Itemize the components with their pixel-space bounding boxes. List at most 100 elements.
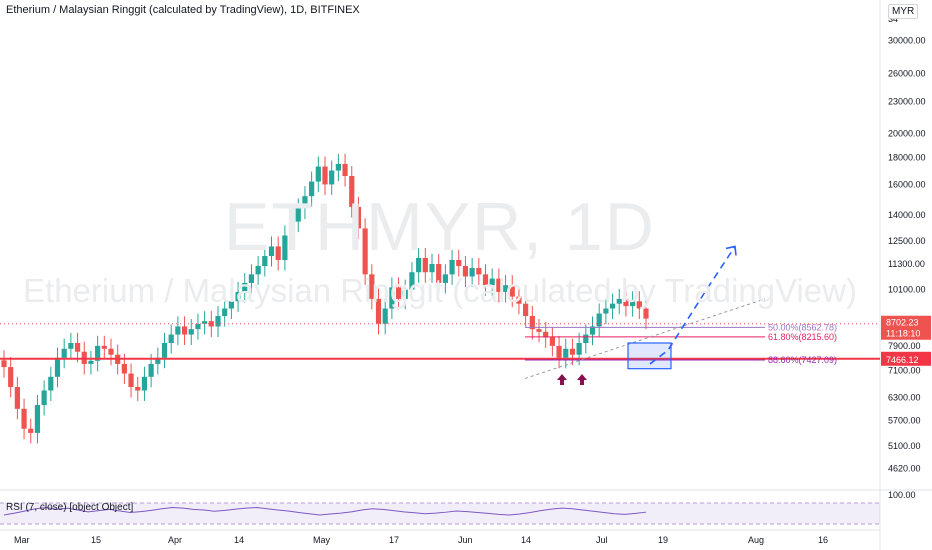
candle-body [215,316,221,327]
y-tick-label: 16000.00 [888,179,926,189]
candle-body [34,405,41,433]
candle-body [14,386,20,409]
y-tick-label: 4620.00 [888,464,921,474]
candle-body [442,274,448,283]
candle-body [462,266,469,277]
x-tick-label: Aug [748,535,764,545]
candle-body [188,329,194,335]
candle-body [309,181,315,197]
x-tick-label: Jun [458,535,473,545]
candle-body [369,274,375,299]
candle-body [275,246,281,260]
double-bottom-arrow-icon [557,374,567,385]
candle-body [295,208,301,222]
rsi-line [3,507,647,516]
candle-body [362,228,368,275]
candle-body [322,166,328,185]
candle-body [255,266,261,275]
candle-body [161,342,168,358]
fib-level-label: 88.60%(7427.09) [768,355,837,365]
double-bottom-arrow-icon [577,374,587,385]
candle-body [262,256,268,267]
candle-body [536,329,542,332]
currency-badge[interactable]: MYR [888,4,919,19]
x-tick-label: 14 [234,535,244,545]
x-tick-label: Jul [596,535,608,545]
candle-body [456,259,462,267]
x-tick-label: 19 [658,535,668,545]
y-tick-label: 12500.00 [888,236,926,246]
candle-body [496,278,502,292]
y-tick-label: 18000.00 [888,152,926,162]
candle-body [402,289,408,299]
candle-body [68,342,74,349]
x-tick-label: Mar [14,535,30,545]
x-tick-label: 14 [521,535,531,545]
candle-body [302,196,308,209]
candle-body [502,285,509,292]
candle-body [476,268,482,275]
candle-body [288,221,295,236]
candle-body [375,298,382,324]
x-tick-label: 15 [91,535,101,545]
candle-body [643,308,649,319]
candle-body [248,274,255,283]
y-tick-label: 14000.00 [888,210,926,220]
candle-body [168,334,174,343]
y-tick-label: 11300.00 [888,259,925,269]
candle-body [355,206,362,229]
candle-body [583,334,589,343]
candle-body [208,321,214,327]
y-tick-label: 7100.00 [888,365,921,375]
candle-body [74,342,81,352]
countdown-label: 11:18:10 [886,329,920,339]
candle-body [603,308,609,314]
support-price-label: 7466.12 [886,355,919,365]
candle-body [8,367,14,387]
candle-body [141,376,148,391]
candle-body [509,285,515,297]
candle-body [135,386,141,391]
candle-body [41,390,47,406]
y-tick-label: 30000.00 [888,36,926,46]
candle-body [395,287,402,299]
y-tick-label: 7900.00 [888,341,921,351]
target-zone-box [627,342,672,370]
candle-body [235,291,241,302]
candle-body [148,363,154,377]
chart-title: Etherium / Malaysian Ringgit (calculated… [6,4,360,16]
candle-body [1,360,7,368]
rsi-tick-label: 100.00 [888,490,916,500]
candle-body [609,303,616,309]
fib-level-label: 50.00%(8562.78) [768,322,837,332]
candle-body [569,348,576,355]
candle-body [155,357,161,364]
candle-body [222,308,228,317]
candle-body [88,360,94,364]
y-tick-label: 5100.00 [888,441,921,451]
candle-body [422,257,428,273]
candle-body [616,298,622,304]
candle-body [242,282,248,292]
candle-body [529,316,535,330]
candle-body [576,342,582,355]
candle-body [282,235,288,260]
candle-body [596,313,602,327]
y-tick-label: 5700.00 [888,416,921,426]
candle-body [436,263,442,283]
candle-body [54,357,61,377]
candle-body [489,278,495,286]
candle-body [21,408,27,429]
candle-body [101,345,107,349]
current-price-label: 8702.23 [886,318,919,328]
candle-body [543,331,549,338]
candle-body [349,176,355,207]
candle-body [48,376,54,391]
candle-body [429,263,435,273]
candle-body [268,246,275,257]
rsi-band [0,503,880,524]
watermark-description: Etherium / Malaysian Ringgit (calculated… [23,272,857,309]
trendline [524,298,766,379]
candle-body [636,301,642,309]
